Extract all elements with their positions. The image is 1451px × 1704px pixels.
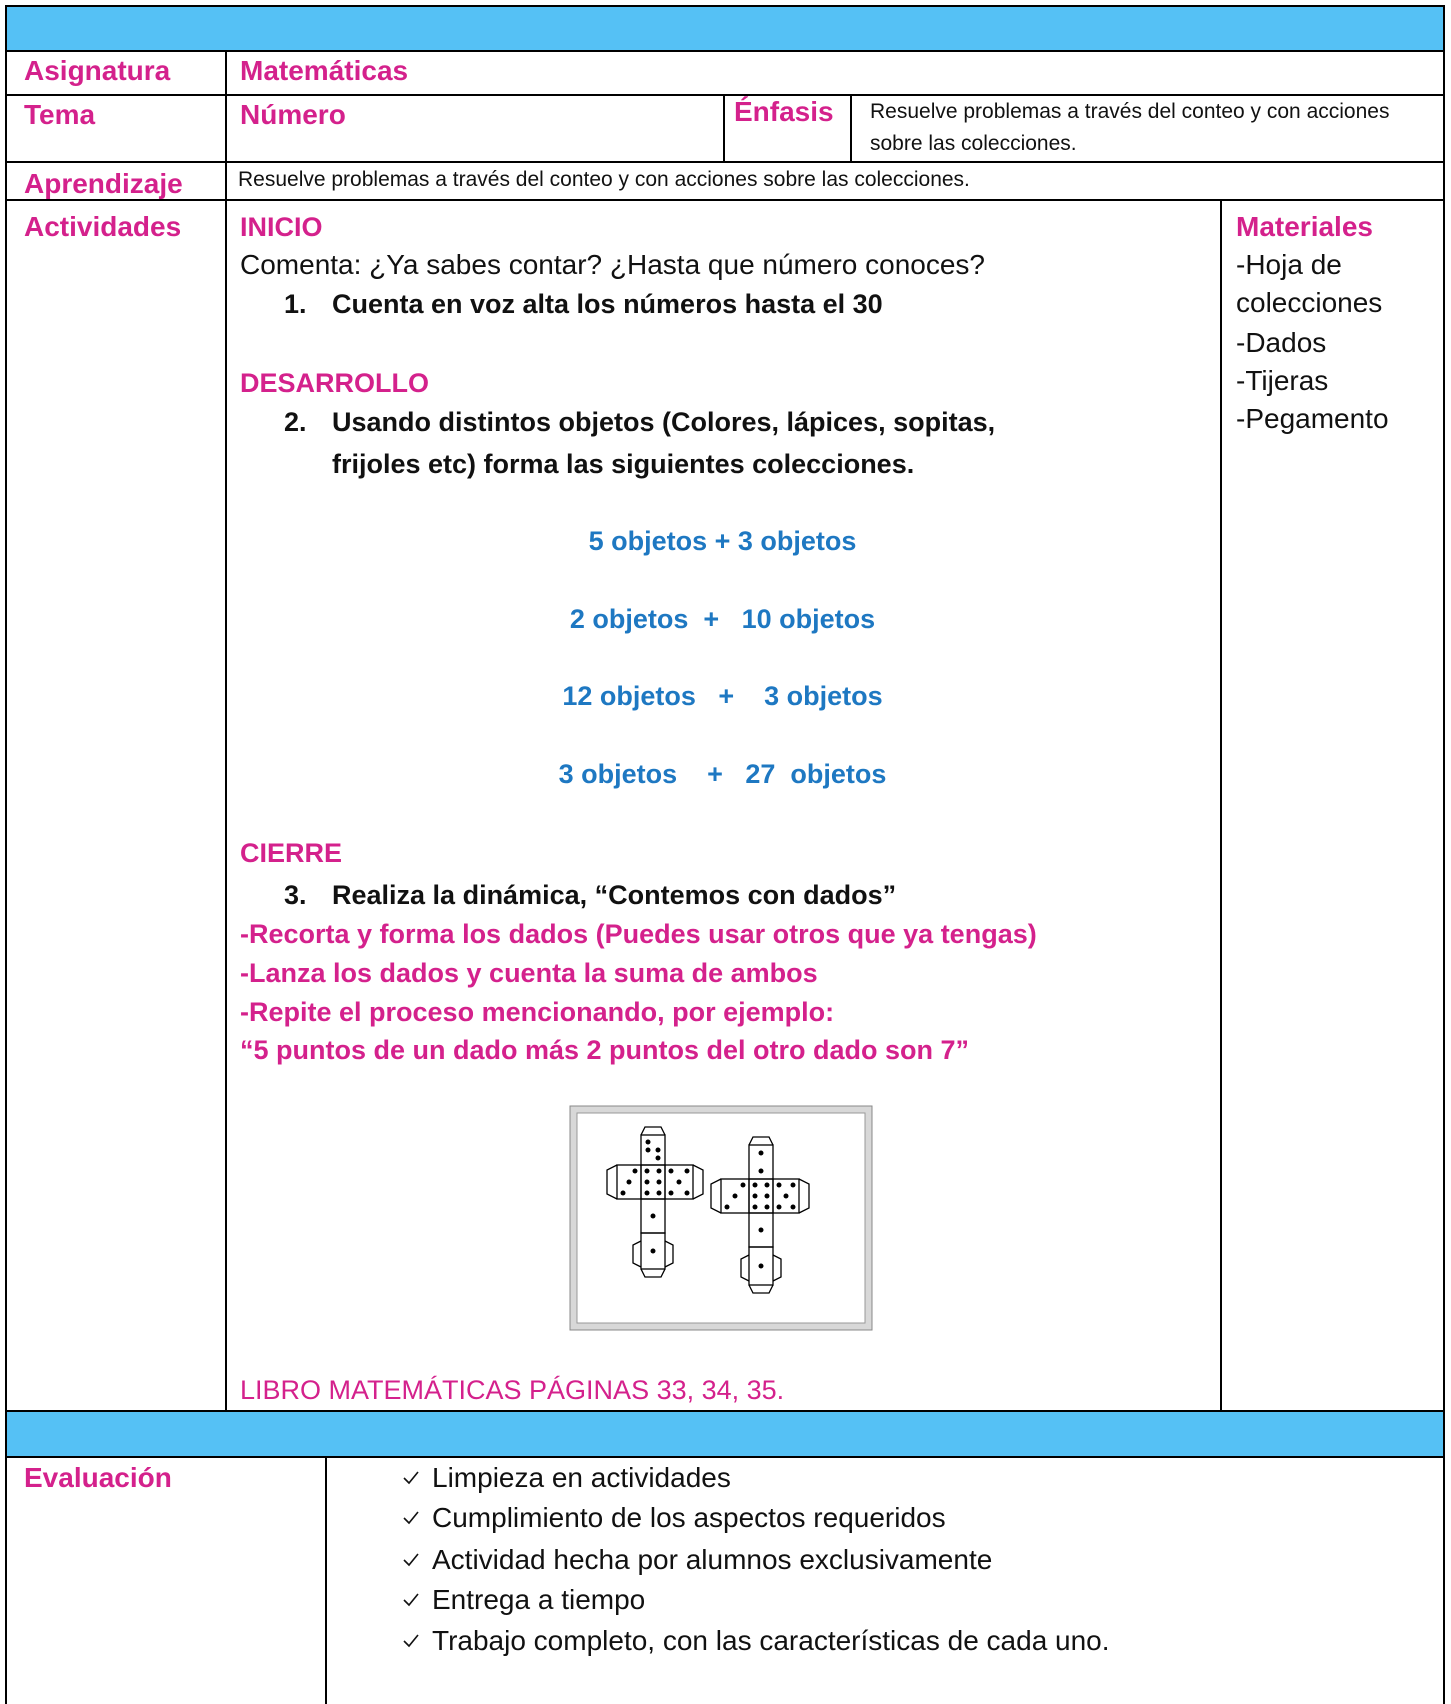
separator-band <box>5 1411 1444 1457</box>
header-band <box>5 5 1444 51</box>
check-text: Actividad hecha por alumnos exclusivamen… <box>432 1544 993 1575</box>
dice-illustration <box>569 1105 873 1331</box>
collection: 12 objetos + 3 objetos <box>562 681 883 711</box>
collection: 3 objetos + 27 objetos <box>558 759 887 789</box>
material: -Dados <box>1236 327 1327 358</box>
instruction: -Repite el proceso mencionando, por ejem… <box>240 997 835 1027</box>
instruction: -Lanza los dados y cuenta la suma de amb… <box>240 958 818 988</box>
collection: 5 objetos + 3 objetos <box>588 526 857 556</box>
label: Aprendizaje <box>24 168 183 199</box>
check-mark <box>403 1511 419 1525</box>
rule <box>325 1456 327 1704</box>
rule <box>5 94 1445 96</box>
label: Actividades <box>24 211 182 242</box>
label: Evaluación <box>24 1462 172 1493</box>
step: Usando distintos objetos (Colores, lápic… <box>332 407 996 437</box>
rule <box>850 94 852 162</box>
rule <box>5 161 1445 163</box>
check-text: Limpieza en actividades <box>432 1462 731 1493</box>
step-number: 1. <box>284 289 307 319</box>
check-text: Entrega a tiempo <box>432 1584 646 1615</box>
check-text: Cumplimiento de los aspectos requeridos <box>432 1502 946 1533</box>
rule <box>1220 199 1222 1411</box>
step: frijoles etc) forma las siguientes colec… <box>332 449 915 479</box>
step-number: 2. <box>284 407 307 437</box>
heading: CIERRE <box>240 838 343 868</box>
step: Realiza la dinámica, “Contemos con dados… <box>332 880 897 910</box>
rule <box>5 1456 1445 1458</box>
label: Materiales <box>1236 211 1373 242</box>
rule <box>1443 5 1445 1704</box>
check-mark <box>403 1471 419 1485</box>
check-text: Trabajo completo, con las característica… <box>432 1625 1110 1656</box>
check-mark <box>403 1553 419 1567</box>
value: Resuelve problemas a través del conteo y… <box>870 100 1390 155</box>
check-mark <box>403 1593 419 1607</box>
label: Asignatura <box>24 55 171 86</box>
rule <box>5 5 1445 7</box>
value: Matemáticas <box>240 55 409 86</box>
value: Número <box>240 99 346 130</box>
heading: INICIO <box>240 212 323 242</box>
heading: DESARROLLO <box>240 368 429 398</box>
instruction: “5 puntos de un dado más 2 puntos del ot… <box>240 1035 970 1065</box>
text: Comenta: ¿Ya sabes contar? ¿Hasta que nú… <box>240 249 985 280</box>
rule <box>5 199 1445 201</box>
value: Resuelve problemas a través del conteo y… <box>238 168 970 191</box>
rule <box>723 94 725 162</box>
material: -Pegamento <box>1236 403 1389 434</box>
material: -Tijeras <box>1236 365 1329 396</box>
check-mark <box>403 1634 419 1648</box>
label: Tema <box>24 99 96 130</box>
rule <box>5 5 7 1704</box>
rule <box>225 50 227 1411</box>
material: -Hoja de colecciones <box>1236 249 1383 318</box>
step: Cuenta en voz alta los números hasta el … <box>332 289 883 319</box>
step-number: 3. <box>284 880 307 910</box>
book-reference: LIBRO MATEMÁTICAS PÁGINAS 33, 34, 35. <box>240 1375 785 1405</box>
label: Énfasis <box>734 96 834 127</box>
instruction: -Recorta y forma los dados (Puedes usar … <box>240 919 1037 949</box>
rule <box>5 1410 1445 1412</box>
rule <box>5 50 1445 52</box>
collection: 2 objetos + 10 objetos <box>569 604 876 634</box>
